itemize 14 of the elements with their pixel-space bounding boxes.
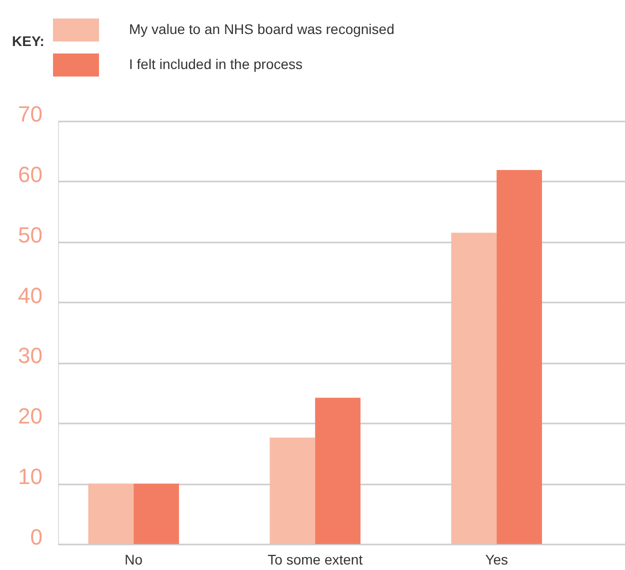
y-tick-label: 60 — [18, 162, 42, 187]
x-tick-label: To some extent — [268, 552, 363, 568]
y-tick-label: 30 — [18, 343, 42, 368]
legend-title: KEY: — [12, 33, 44, 49]
y-tick-label: 50 — [18, 222, 42, 248]
y-tick-label: 40 — [18, 282, 42, 308]
y-tick-label: 70 — [18, 102, 42, 126]
x-tick-label: Yes — [485, 552, 508, 568]
x-tick-label: No — [124, 552, 143, 568]
legend-label: My value to an NHS board was recognised — [129, 21, 394, 37]
y-tick-label: 0 — [30, 524, 42, 550]
y-tick-label: 20 — [18, 404, 42, 429]
y-tick-label: 10 — [18, 464, 42, 490]
legend-label: I felt included in the process — [129, 56, 303, 72]
